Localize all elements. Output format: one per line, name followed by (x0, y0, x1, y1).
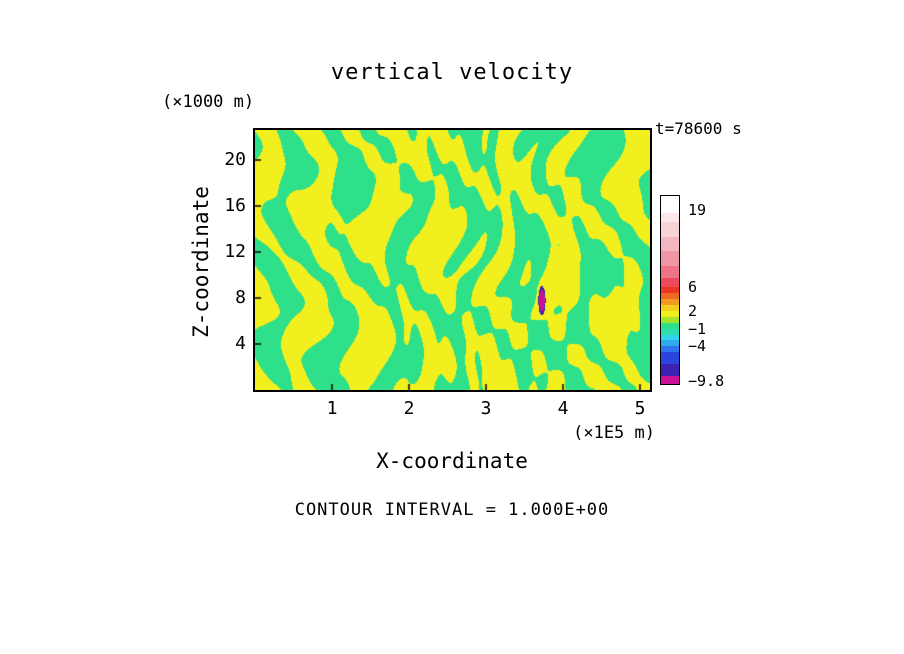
x-tick-label: 1 (326, 398, 338, 419)
contour-interval-note: CONTOUR INTERVAL = 1.000E+00 (294, 500, 610, 520)
x-tick-label: 4 (557, 398, 569, 419)
x-axis-label: X-coordinate (376, 449, 528, 473)
chart-title: vertical velocity (330, 60, 574, 85)
colorbar-segment (660, 364, 680, 377)
x-tick-label: 3 (480, 398, 492, 419)
colorbar-segment (660, 266, 680, 279)
time-label: t=78600 s (655, 119, 742, 138)
colorbar-segment (660, 212, 680, 222)
colorbar-segment (660, 316, 680, 323)
colorbar-segment (660, 346, 680, 353)
x-axis-units: (×1E5 m) (573, 423, 655, 443)
colorbar-segment (660, 322, 680, 329)
colorbar-segment (660, 334, 680, 341)
contour-field-canvas (255, 130, 650, 390)
plot-area (253, 128, 652, 392)
z-axis-units: (×1000 m) (162, 92, 255, 112)
colorbar-label: −4 (688, 337, 707, 356)
colorbar-segment (660, 340, 680, 347)
colorbar-segment (660, 304, 680, 311)
colorbar-segment (660, 376, 680, 385)
colorbar-segment (660, 310, 680, 317)
colorbar-label: 2 (688, 301, 698, 320)
z-tick-label: 12 (224, 240, 246, 262)
z-tick-label: 8 (235, 286, 246, 308)
z-tick-label: 20 (224, 148, 246, 170)
colorbar-segment (660, 287, 680, 293)
z-tick-label: 4 (235, 332, 246, 354)
colorbar-segment (660, 221, 680, 237)
x-tick-label: 5 (634, 398, 646, 419)
z-tick-label: 16 (224, 194, 246, 216)
colorbar-segment (660, 328, 680, 335)
colorbar-segment (660, 298, 680, 305)
colorbar-label: −9.8 (688, 371, 725, 390)
colorbar-label: 6 (688, 278, 698, 297)
colorbar-segment (660, 251, 680, 267)
colorbar-label: −1 (688, 319, 707, 338)
colorbar-segment (660, 278, 680, 288)
colorbar-label: 19 (688, 200, 707, 219)
colorbar-segment (660, 292, 680, 299)
z-axis-label: Z-coordinate (189, 186, 213, 338)
x-tick-label: 2 (403, 398, 415, 419)
colorbar-segment (660, 195, 680, 213)
colorbar-segment (660, 236, 680, 252)
colorbar-outline (660, 195, 680, 385)
colorbar-segment (660, 352, 680, 365)
